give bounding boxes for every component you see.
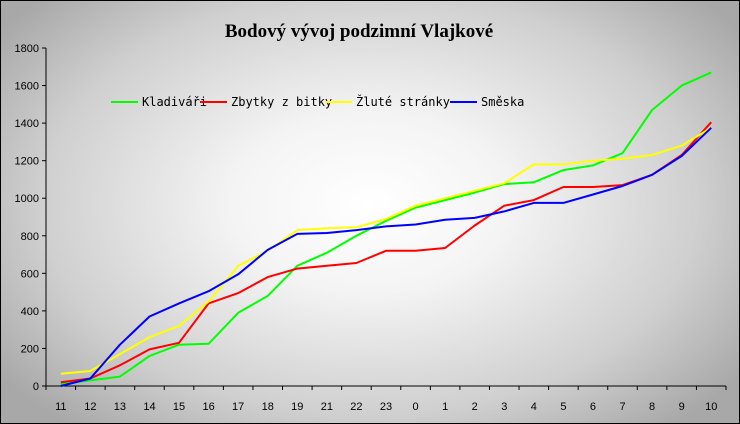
series-layer (60, 71, 712, 387)
x-tick-label: 16 (202, 401, 214, 413)
x-tick-label: 8 (649, 401, 655, 413)
x-tick-label: 0 (413, 401, 419, 413)
y-tick-label: 400 (21, 306, 39, 318)
y-tick-label: 0 (33, 381, 39, 393)
legend: Kladiváři Zbytky z bitky Žluté stránky Směs… (111, 94, 524, 109)
x-tick-label: 19 (291, 401, 303, 413)
chart-title: Bodový vývoj podzimní Vlajkové (225, 21, 493, 42)
x-tick-label: 17 (232, 401, 244, 413)
y-tick-label: 200 (21, 343, 39, 355)
x-tick-label: 11 (55, 401, 66, 413)
x-tick-label: 9 (679, 401, 685, 413)
x-tick-label: 15 (173, 401, 185, 413)
legend-label: Zbytky z bitky (231, 95, 332, 109)
x-tick-label: 6 (590, 401, 596, 413)
legend-label: Směska (481, 95, 524, 109)
y-tick-label: 1200 (15, 156, 39, 168)
x-tick-label: 22 (350, 401, 362, 413)
x-tick-label: 10 (705, 401, 717, 413)
y-tick-label: 1400 (15, 118, 39, 130)
x-tick-label: 1 (442, 401, 448, 413)
series-line (60, 71, 712, 386)
x-tick-label: 5 (560, 401, 566, 413)
x-tick-label: 4 (531, 401, 537, 413)
y-tick-label: 1600 (15, 81, 39, 93)
legend-label: Žluté stránky (356, 94, 450, 109)
x-tick-label: 3 (501, 401, 507, 413)
x-tick-label: 18 (262, 401, 274, 413)
x-tick-label: 7 (619, 401, 625, 413)
x-tick-label: 23 (380, 401, 392, 413)
legend-label: Kladiváři (142, 95, 207, 109)
series-line (60, 121, 712, 384)
x-tick-label: 2 (472, 401, 478, 413)
series-line (60, 126, 712, 375)
series-line (60, 127, 712, 387)
x-tick-label: 13 (114, 401, 126, 413)
y-tick-label: 1800 (15, 43, 39, 55)
x-tick-label: 21 (321, 401, 333, 413)
y-tick-label: 1000 (15, 193, 39, 205)
y-tick-label: 800 (21, 231, 39, 243)
x-tick-label: 12 (84, 401, 96, 413)
x-tick-label: 14 (143, 401, 155, 413)
y-tick-label: 600 (21, 268, 39, 280)
